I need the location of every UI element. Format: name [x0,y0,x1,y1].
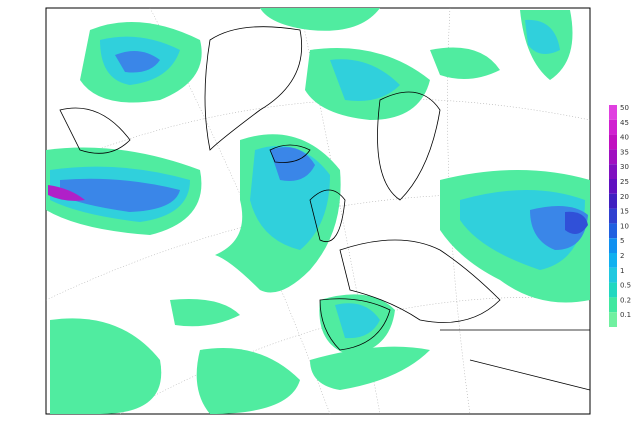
legend-label: 35 [620,148,629,156]
legend-label: 0.1 [620,311,631,319]
legend-swatch [609,134,617,150]
legend-swatch [609,297,617,313]
legend-swatch [609,223,617,239]
legend-label: 5 [620,237,624,245]
legend-label: 0.5 [620,282,631,290]
legend-label: 2 [620,252,624,260]
legend-swatch [609,312,617,327]
legend-swatch [609,164,617,179]
legend-label: 1 [620,267,624,275]
legend-label: 15 [620,208,629,216]
legend-swatch [609,253,617,268]
legend: 50 45 40 35 30 25 20 15 10 5 2 1 0.5 0.2 0.1 [609,104,631,327]
legend-label: 30 [620,163,629,171]
legend-label: 45 [620,119,629,127]
legend-label: 40 [620,134,629,142]
legend-swatch [609,149,617,165]
map [45,7,591,415]
legend-label: 25 [620,178,629,186]
legend-swatch [609,238,617,253]
legend-swatch [609,105,617,120]
coastlines [59,26,591,391]
precipitation [46,8,590,414]
legend-swatch [609,179,617,194]
legend-swatch [609,282,617,298]
legend-label: 0.2 [620,296,631,304]
legend-swatch [609,119,617,135]
legend-swatch [609,267,617,283]
legend-swatch [609,208,617,224]
legend-label: 10 [620,222,629,230]
legend-label: 50 [620,104,629,112]
legend-swatch [609,193,617,209]
legend-label: 20 [620,193,629,201]
